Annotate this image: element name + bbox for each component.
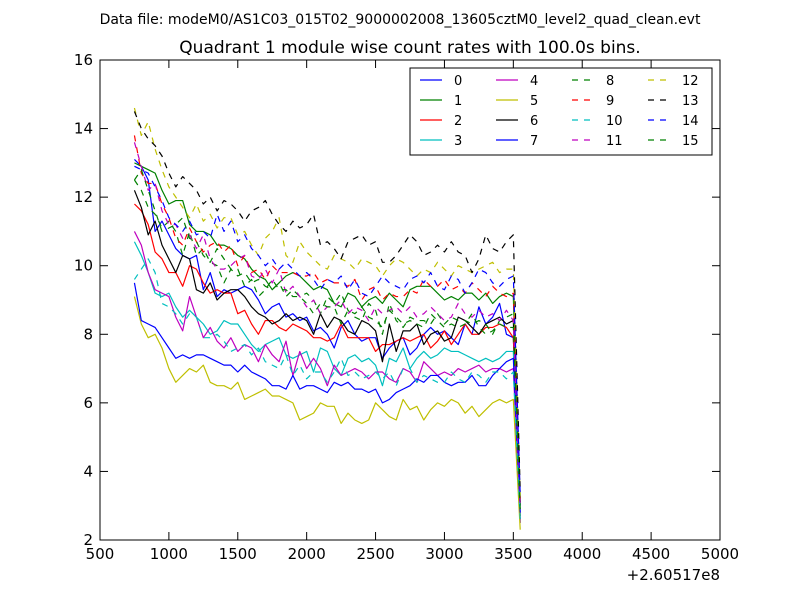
legend-label-7: 7 bbox=[530, 134, 538, 149]
series-line-8 bbox=[133, 179, 521, 506]
legend-label-10: 10 bbox=[606, 114, 623, 129]
y-tick-label: 8 bbox=[83, 325, 93, 343]
series-line-15 bbox=[133, 169, 521, 510]
legend-label-6: 6 bbox=[530, 114, 538, 129]
legend-label-8: 8 bbox=[606, 74, 614, 89]
series-line-6 bbox=[133, 190, 521, 503]
legend-label-9: 9 bbox=[606, 94, 614, 109]
y-tick-label: 12 bbox=[74, 188, 93, 206]
series-line-12 bbox=[133, 107, 521, 496]
legend-label-1: 1 bbox=[454, 94, 462, 109]
legend-label-2: 2 bbox=[454, 114, 462, 129]
plot-area-frame bbox=[99, 59, 721, 541]
x-tick-label: 500 bbox=[86, 545, 115, 563]
x-tick-label: 2500 bbox=[356, 545, 394, 563]
legend-label-3: 3 bbox=[454, 134, 462, 149]
legend-label-4: 4 bbox=[530, 74, 538, 89]
x-tick-label: 5000 bbox=[701, 545, 739, 563]
legend-label-0: 0 bbox=[454, 74, 462, 89]
series-line-5 bbox=[133, 296, 521, 530]
y-tick-label: 14 bbox=[74, 120, 93, 138]
series-line-10 bbox=[133, 258, 521, 520]
x-tick-label: 3000 bbox=[425, 545, 463, 563]
series-line-13 bbox=[133, 111, 521, 493]
y-tick-label: 2 bbox=[83, 531, 93, 549]
series-line-4 bbox=[133, 231, 521, 523]
chart-title: Quadrant 1 module wise count rates with … bbox=[179, 38, 640, 58]
y-tick-label: 16 bbox=[74, 51, 93, 69]
y-tick-label: 6 bbox=[83, 394, 93, 412]
x-tick-label: 1000 bbox=[150, 545, 188, 563]
series-line-7 bbox=[133, 282, 521, 513]
series-line-1 bbox=[134, 162, 521, 517]
legend-label-12: 12 bbox=[682, 74, 699, 89]
legend-label-11: 11 bbox=[606, 134, 623, 149]
x-tick-label: 3500 bbox=[494, 545, 532, 563]
x-tick-label: 4500 bbox=[632, 545, 670, 563]
legend-label-5: 5 bbox=[530, 94, 538, 109]
legend-label-15: 15 bbox=[682, 134, 699, 149]
series-line-0 bbox=[134, 159, 521, 506]
legend-label-14: 14 bbox=[682, 114, 699, 129]
y-tick-label: 4 bbox=[83, 462, 93, 480]
x-axis: 500 1000 1500 2000 2500 3000 3500 4000 4500 5000 bbox=[86, 60, 739, 563]
x-axis-offset-label: +2.60517e8 bbox=[627, 566, 720, 584]
x-tick-label: 1500 bbox=[219, 545, 257, 563]
x-tick-label: 4000 bbox=[563, 545, 601, 563]
figure-suptitle: Data file: modeM0/AS1C03_015T02_90000020… bbox=[100, 12, 701, 28]
series-line-9 bbox=[133, 135, 521, 499]
legend-label-13: 13 bbox=[682, 94, 699, 109]
x-tick-label: 2000 bbox=[288, 545, 326, 563]
series-line-2 bbox=[134, 203, 521, 520]
y-tick-label: 10 bbox=[74, 257, 93, 275]
series-line-3 bbox=[133, 241, 521, 523]
plot-lines bbox=[133, 107, 521, 530]
